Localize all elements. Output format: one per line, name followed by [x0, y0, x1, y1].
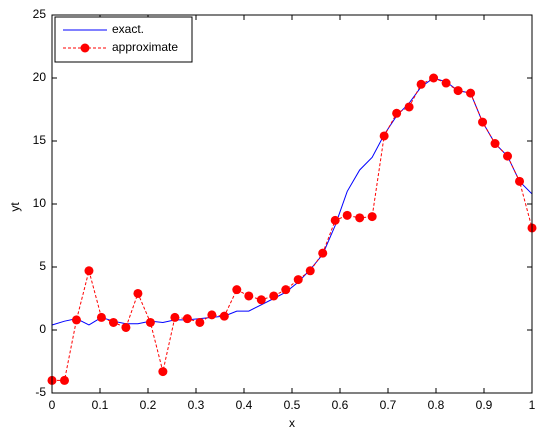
data-point: [207, 310, 217, 320]
x-tick-label: 0.4: [236, 398, 253, 412]
legend: exact. approximate: [54, 16, 193, 63]
data-point: [84, 266, 94, 276]
y-tick-label: 5: [39, 259, 46, 273]
data-point: [71, 315, 81, 325]
data-point: [379, 131, 389, 141]
data-point: [133, 288, 143, 298]
data-point: [416, 79, 426, 89]
x-tick-label: 0: [49, 398, 56, 412]
x-tick-label: 0.3: [188, 398, 205, 412]
data-point: [330, 215, 340, 225]
legend-box: [54, 16, 193, 63]
legend-label: exact.: [112, 22, 144, 36]
data-point: [256, 295, 266, 305]
x-tick-label: 0.2: [140, 398, 157, 412]
x-axis-label: x: [289, 416, 295, 430]
data-point: [293, 275, 303, 285]
data-point: [121, 322, 131, 332]
data-point: [244, 291, 254, 301]
data-point: [342, 210, 352, 220]
series-line: [52, 77, 533, 381]
data-point: [158, 367, 168, 377]
data-point: [466, 88, 476, 98]
y-tick-label: 15: [33, 133, 47, 147]
x-tick-label: 0.5: [284, 398, 301, 412]
data-point: [355, 213, 365, 223]
data-point: [490, 139, 500, 149]
data-point: [170, 312, 180, 322]
legend-label: approximate: [112, 40, 178, 54]
y-tick-label: 20: [33, 70, 47, 84]
x-tick-label: 0.7: [380, 398, 397, 412]
data-point: [367, 212, 377, 222]
x-tick-label: 0.6: [332, 398, 349, 412]
plot-frame: [51, 14, 533, 394]
data-point: [281, 285, 291, 295]
series-line: [51, 77, 533, 326]
y-tick-label: 25: [33, 7, 47, 21]
x-tick-label: 0.8: [428, 398, 445, 412]
data-point: [441, 78, 451, 88]
x-tick-label: 1: [529, 398, 536, 412]
data-point: [219, 311, 229, 321]
legend-marker: [80, 43, 90, 53]
data-point: [429, 73, 439, 83]
y-tick-label: -5: [35, 385, 46, 399]
data-point: [182, 314, 192, 324]
data-point: [305, 266, 315, 276]
x-tick-label: 0.9: [476, 398, 493, 412]
data-point: [515, 176, 525, 186]
data-point: [59, 375, 69, 385]
data-point: [478, 117, 488, 127]
data-point: [269, 291, 279, 301]
y-axis-label: yt: [8, 202, 22, 212]
data-point: [453, 86, 463, 96]
data-point: [145, 317, 155, 327]
data-point: [392, 108, 402, 118]
data-point: [503, 151, 513, 161]
data-point: [318, 248, 328, 258]
data-point: [232, 285, 242, 295]
y-tick-label: 0: [39, 322, 46, 336]
y-tick-label: 10: [33, 196, 47, 210]
data-point: [108, 317, 118, 327]
x-tick-label: 0.1: [92, 398, 109, 412]
data-point: [195, 317, 205, 327]
data-point: [96, 312, 106, 322]
data-point: [404, 102, 414, 112]
